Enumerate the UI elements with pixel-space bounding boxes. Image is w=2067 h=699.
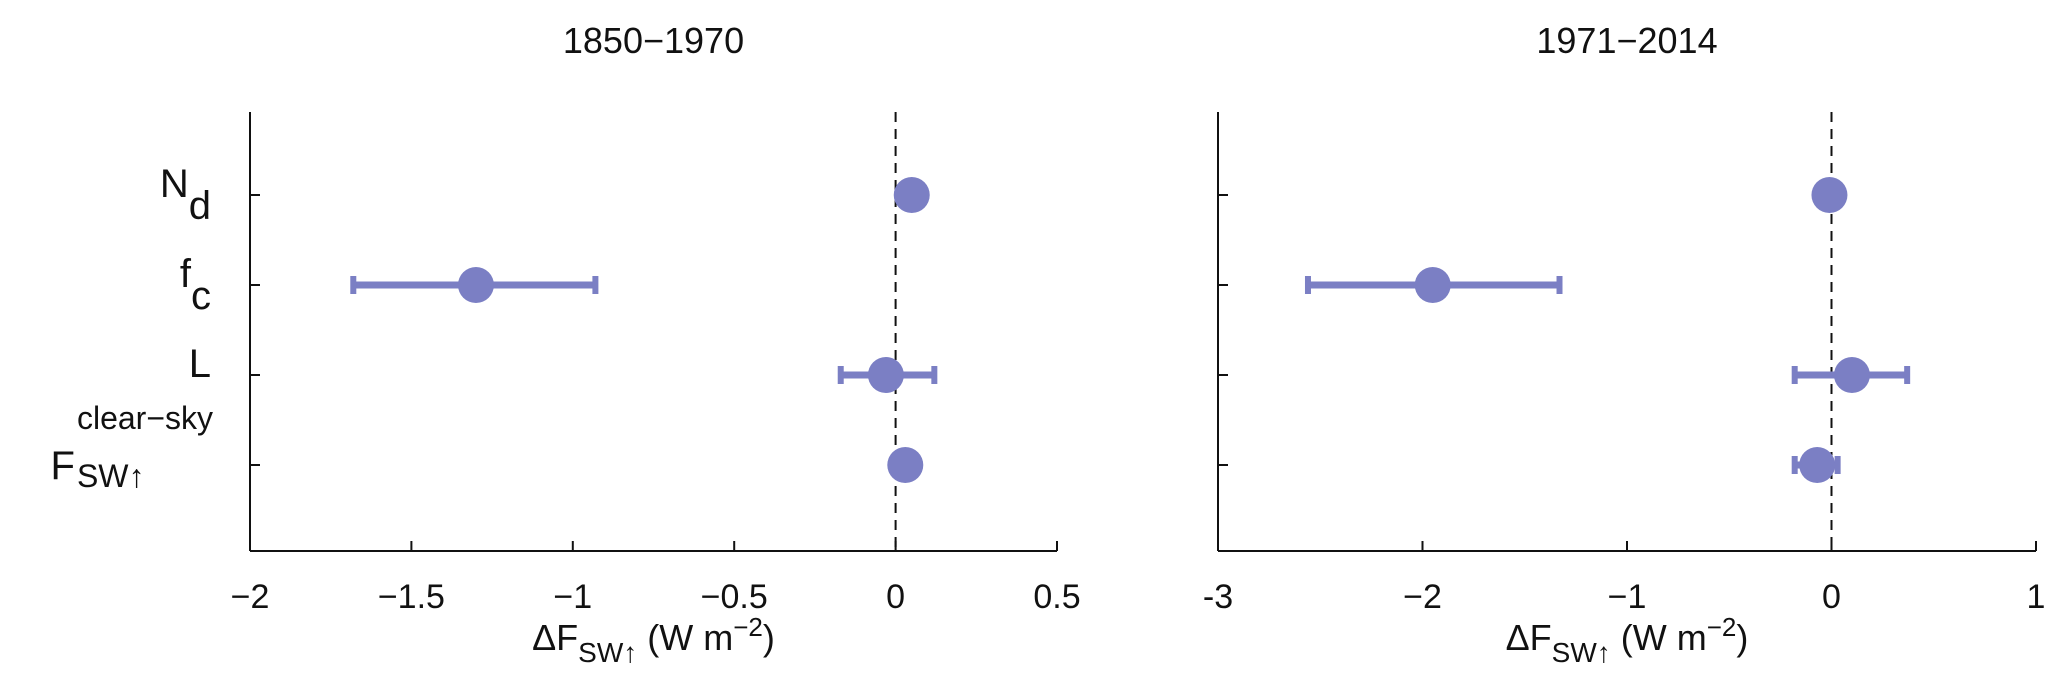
dot (457, 267, 494, 303)
label-part: f (180, 252, 192, 296)
category-label: Nd (160, 162, 211, 228)
dot (1833, 357, 1870, 393)
x-tick-label: −2 (1403, 578, 1442, 616)
category-label: F (51, 444, 75, 488)
x-tick-label: 0 (886, 578, 905, 616)
dot (1799, 447, 1836, 483)
label-sup: −2 (1707, 612, 1737, 642)
x-axis-label: ΔFSW↑ (W m−2) (532, 612, 775, 668)
label-part: (W m (1611, 617, 1707, 658)
dot (867, 357, 904, 393)
dot (1414, 267, 1451, 303)
label-part: N (160, 162, 189, 206)
label-part: ΔF (1506, 617, 1552, 658)
category-label: fc (180, 252, 211, 318)
label-sub: SW↑ (578, 637, 637, 668)
label-part: (W m (637, 617, 733, 658)
x-tick-label: 1 (2027, 578, 2046, 616)
category-sub: SW↑ (77, 458, 145, 494)
x-tick-label: −0.5 (701, 578, 768, 616)
x-tick-label: 0.5 (1033, 578, 1080, 616)
label-sup: −2 (733, 612, 763, 642)
label-part: ΔF (532, 617, 578, 658)
label-sub: c (191, 274, 211, 318)
label-sub: SW↑ (1552, 637, 1611, 668)
category-sup: clear−sky (77, 400, 213, 436)
category-label: L (189, 342, 211, 386)
label-part: ) (763, 617, 775, 658)
label-sub: d (189, 184, 211, 228)
dot (893, 177, 930, 213)
dot (887, 447, 924, 483)
x-tick-label: −1 (1608, 578, 1647, 616)
chart-title: 1850−1970 (563, 20, 744, 61)
x-tick-label: −1 (553, 578, 592, 616)
x-tick-label: −1.5 (378, 578, 445, 616)
chart-title: 1971−2014 (1536, 20, 1717, 61)
label-part: ) (1736, 617, 1748, 658)
x-axis-label: ΔFSW↑ (W m−2) (1506, 612, 1749, 668)
x-tick-label: -3 (1203, 578, 1233, 616)
x-tick-label: −2 (231, 578, 270, 616)
dot (1811, 177, 1848, 213)
label-part: L (189, 342, 211, 386)
x-tick-label: 0 (1822, 578, 1841, 616)
